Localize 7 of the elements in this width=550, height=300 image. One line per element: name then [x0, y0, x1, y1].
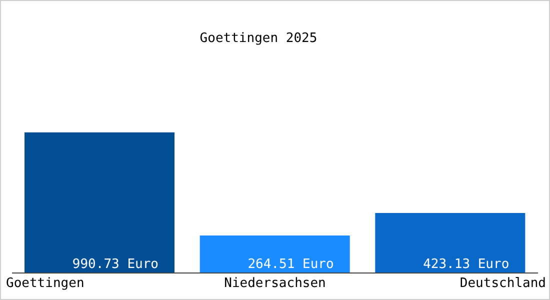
chart-title: Goettingen 2025 [198, 31, 318, 46]
data-label: 423.13 Euro [423, 257, 510, 272]
x-tick-label: Niedersachsen [224, 276, 326, 291]
x-tick-label: Deutschland [460, 276, 546, 291]
x-tick-label: Goettingen [6, 276, 84, 291]
data-label: 264.51 Euro [248, 257, 334, 272]
data-label: 990.73 Euro [72, 257, 158, 272]
